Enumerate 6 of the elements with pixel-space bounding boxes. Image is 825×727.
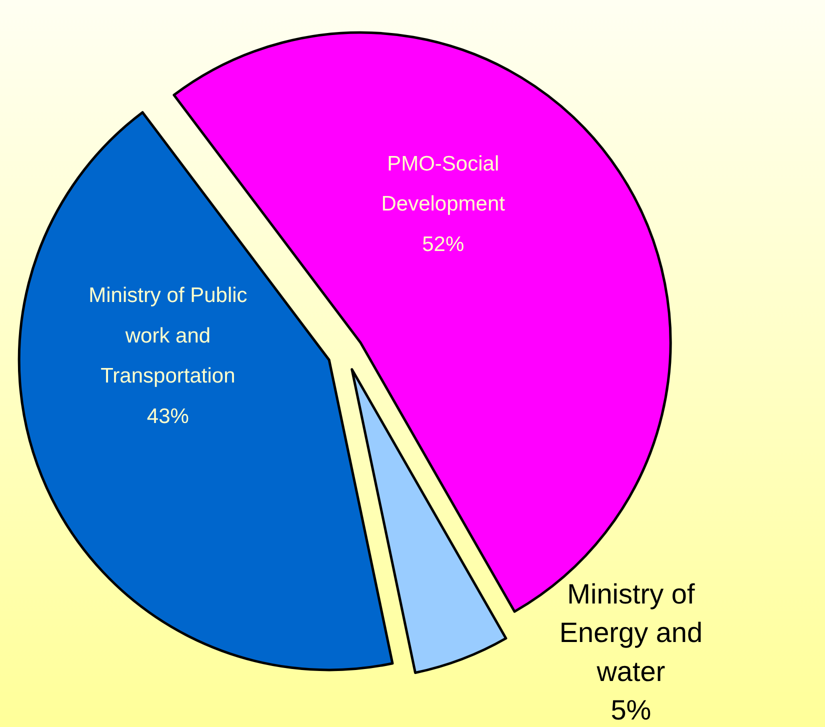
data-label: 52% — [422, 232, 464, 256]
data-label: 43% — [146, 404, 189, 428]
slice-label: Ministry of Energy and water — [559, 578, 703, 687]
data-label: 5% — [610, 694, 652, 726]
slice-label: Ministry of Public work and Transportation — [88, 284, 248, 388]
slice-label: PMO-Social Development — [381, 152, 506, 216]
